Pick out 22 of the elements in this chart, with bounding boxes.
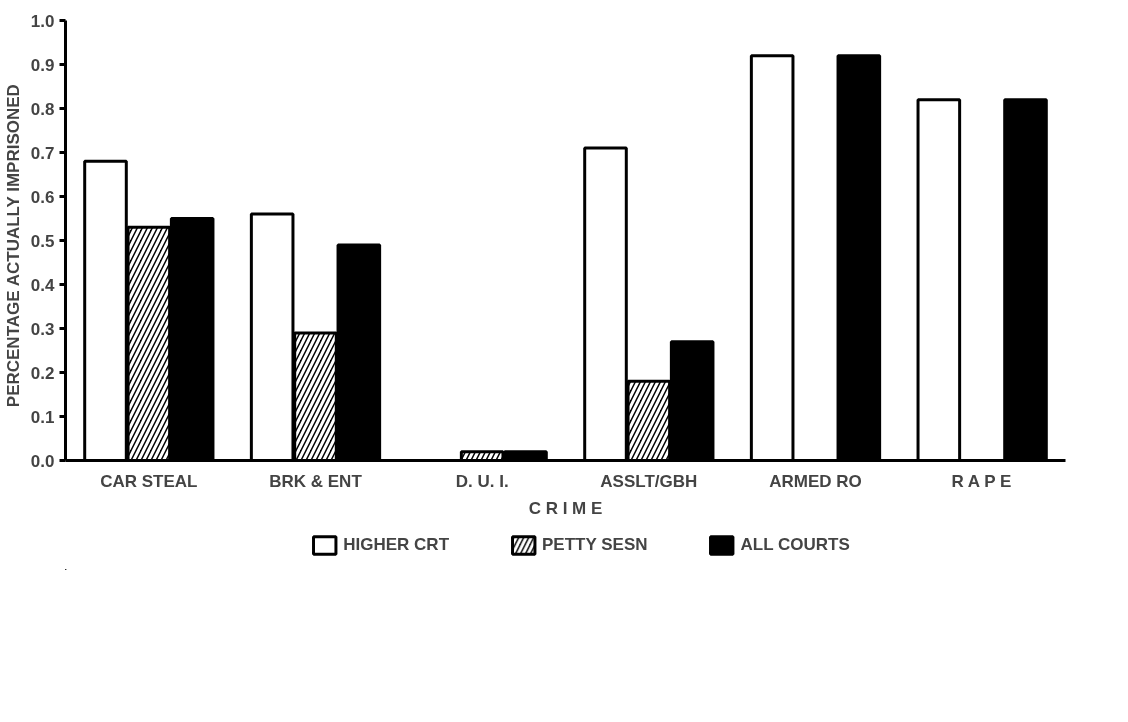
y-tick-label: 0.3	[30, 319, 55, 339]
y-tick-label: 0.7	[30, 143, 55, 163]
x-tick-label: CAR STEAL	[100, 471, 198, 491]
y-tick-label: 1.0	[30, 11, 55, 31]
y-tick-label: 0.1	[30, 407, 55, 427]
x-axis-title: C R I M E	[528, 498, 603, 518]
x-tick-label: D. U. I.	[455, 471, 509, 491]
y-tick-label: 0.4	[30, 275, 56, 295]
y-tick-label: 0.5	[30, 231, 55, 251]
legend-label: ALL COURTS	[740, 535, 850, 555]
legend-label: PETTY SESN	[542, 535, 648, 555]
x-tick-label: R A P E	[951, 471, 1012, 491]
y-tick-label: 0.6	[30, 187, 55, 207]
y-tick-label: 0.9	[30, 55, 55, 75]
y-tick-label: 0.8	[30, 99, 55, 119]
x-tick-label: ARMED RO	[769, 471, 862, 491]
y-tick-label: 0.0	[30, 451, 55, 471]
y-tick-label: 0.2	[30, 363, 55, 383]
y-axis-title: PERCENTAGE ACTUALLY IMPRISONED	[3, 84, 23, 408]
legend-label: HIGHER CRT	[343, 535, 450, 555]
x-tick-label: BRK & ENT	[269, 471, 363, 491]
x-tick-label: ASSLT/GBH	[600, 471, 698, 491]
